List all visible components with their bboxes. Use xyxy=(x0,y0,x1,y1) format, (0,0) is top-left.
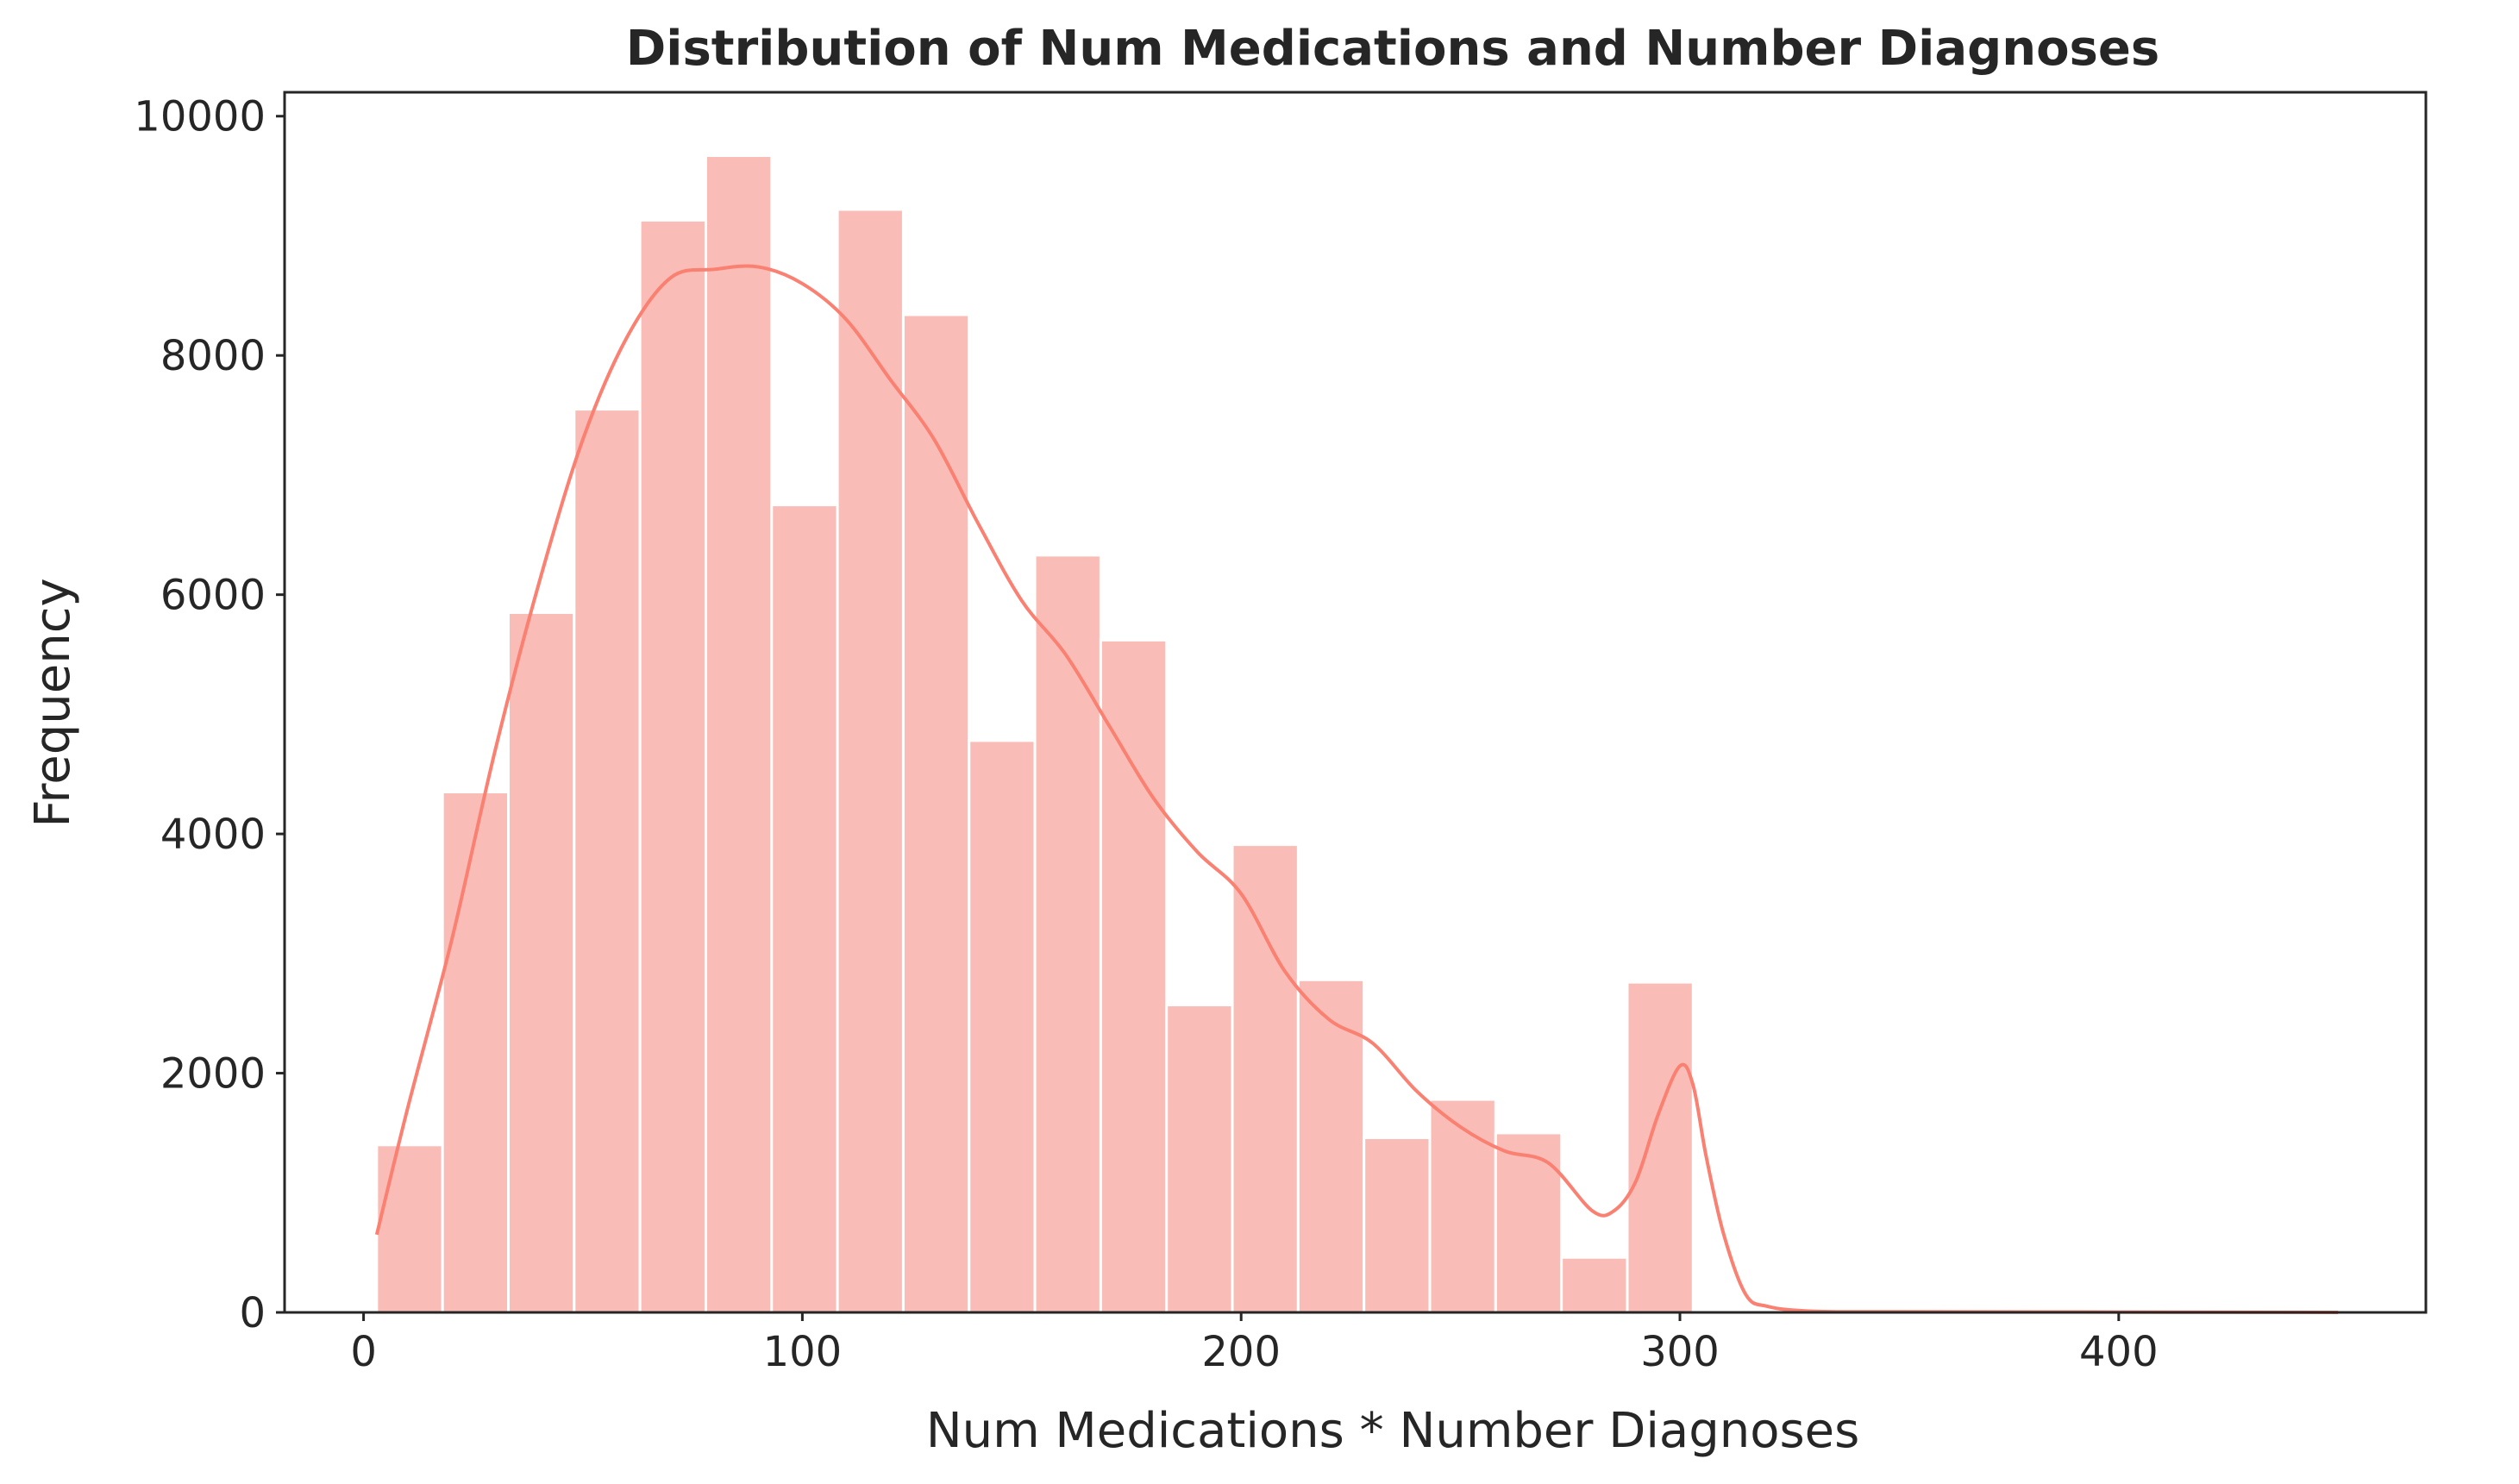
y-tick-label: 6000 xyxy=(160,572,266,620)
histogram-bar-8 xyxy=(901,313,971,1314)
histogram-bar-12 xyxy=(1165,1003,1234,1314)
bars-layer xyxy=(375,154,1695,1314)
histogram-bar-18 xyxy=(1560,1255,1629,1314)
histogram-bar-13 xyxy=(1231,843,1300,1314)
x-tick-label: 200 xyxy=(1201,1328,1281,1376)
y-tick-label: 4000 xyxy=(160,811,266,859)
plot-frame xyxy=(283,91,2428,1314)
chart-title: Distribution of Num Medications and Numb… xyxy=(626,21,2159,77)
histogram-bar-19 xyxy=(1626,980,1695,1314)
histogram-bar-0 xyxy=(375,1143,444,1314)
histogram-bar-10 xyxy=(1033,554,1102,1314)
histogram-bar-16 xyxy=(1428,1098,1497,1314)
y-tick-label: 0 xyxy=(239,1289,266,1337)
x-axis: 0 100 200 300 400 xyxy=(350,1312,2159,1376)
x-tick-label: 300 xyxy=(1640,1328,1720,1376)
x-axis-label: Num Medications * Number Diagnoses xyxy=(926,1403,1860,1459)
histogram-bar-17 xyxy=(1494,1131,1563,1314)
histogram-bar-15 xyxy=(1363,1136,1432,1314)
histogram-bar-9 xyxy=(968,739,1037,1314)
histogram-bar-11 xyxy=(1099,638,1169,1314)
y-axis: 0 2000 4000 6000 8000 10000 xyxy=(134,93,285,1337)
x-tick-label: 0 xyxy=(350,1328,377,1376)
x-tick-label: 400 xyxy=(2079,1328,2159,1376)
y-tick-label: 8000 xyxy=(160,332,266,380)
histogram-bar-2 xyxy=(506,611,576,1314)
y-tick-label: 2000 xyxy=(160,1050,266,1099)
y-axis-label: Frequency xyxy=(25,578,81,827)
histogram-bar-5 xyxy=(704,154,774,1314)
histogram-bar-7 xyxy=(836,208,905,1314)
kde-line xyxy=(374,264,2339,1314)
histogram-bar-4 xyxy=(638,218,707,1314)
kde-layer xyxy=(374,264,2339,1314)
x-tick-label: 100 xyxy=(763,1328,843,1376)
histogram-bar-6 xyxy=(770,504,839,1314)
y-tick-label: 10000 xyxy=(134,93,266,141)
histogram-bar-3 xyxy=(573,408,642,1314)
histogram-bar-14 xyxy=(1296,978,1366,1314)
histogram-bar-1 xyxy=(441,791,510,1314)
